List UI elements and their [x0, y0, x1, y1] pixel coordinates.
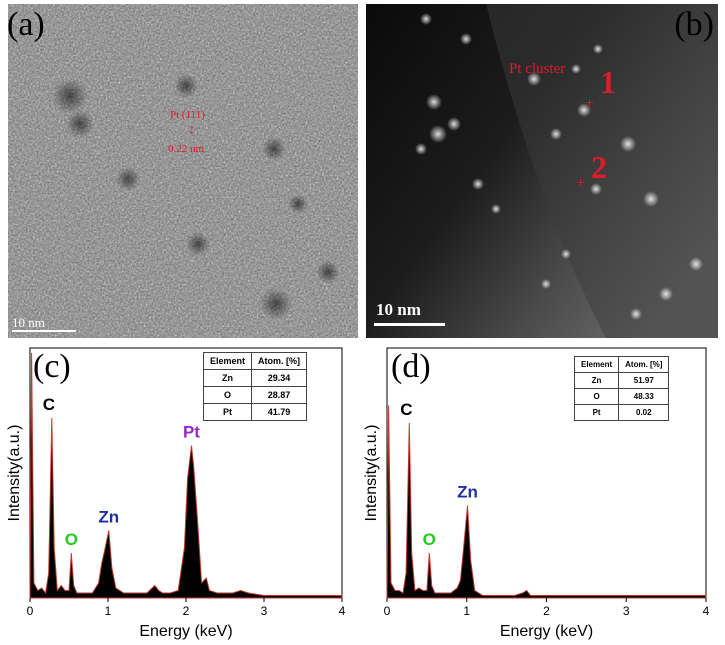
x-tick-label: 3 — [261, 604, 268, 618]
y-axis-title: Intensity(a.u.) — [6, 425, 23, 522]
table-cell: 51.97 — [618, 372, 670, 389]
table-cell: 28.87 — [251, 386, 308, 404]
table-cell: Pt — [202, 403, 253, 421]
panel-label-b: (b) — [674, 6, 714, 43]
x-tick-label: 2 — [543, 604, 550, 618]
table-header: Element — [573, 356, 620, 373]
point-2-label: 2 — [591, 149, 607, 185]
spectrum-series — [29, 352, 343, 599]
table-cell: O — [202, 386, 253, 404]
table-cell: Zn — [573, 372, 620, 389]
lattice-spacing: 0.22 nm — [168, 143, 205, 155]
table-header: Atom. [%] — [618, 356, 670, 373]
eds-chart-c: 0 1 2 3 4 Energy (keV) Intensity(a.u.) C O Zn Pt (… — [0, 340, 362, 645]
cluster-label: Pt cluster — [509, 61, 566, 77]
table-header: Element — [202, 352, 253, 370]
lattice-marker-icon: ↕ — [189, 122, 195, 136]
table-row: O 28.87 — [202, 386, 308, 404]
peak-label-zn: Zn — [98, 508, 119, 527]
x-tick-label: 4 — [703, 604, 710, 618]
panel-label-a: (a) — [8, 6, 45, 43]
panel-label-d: (d) — [391, 348, 431, 385]
table-cell: 48.33 — [618, 388, 670, 405]
lattice-label: Pt (111) — [170, 109, 205, 121]
tem-image-a: (a) Pt (111) ↕ 0.22 nm 10 nm — [8, 4, 358, 338]
x-tick-label: 3 — [623, 604, 630, 618]
table-row: O 48.33 — [573, 388, 670, 405]
scalebar-label-a: 10 nm — [12, 315, 45, 330]
table-cell: 29.34 — [251, 369, 308, 387]
x-axis-title: Energy (keV) — [500, 623, 593, 640]
peak-label-zn: Zn — [457, 483, 478, 502]
stem-texture-b — [366, 4, 718, 338]
table-header: Atom. [%] — [251, 352, 308, 370]
panel-label-c: (c) — [33, 348, 71, 385]
eds-chart-d: 0 1 2 3 4 Energy (keV) Intensity(a.u.) C O Zn (d)… — [362, 340, 725, 645]
y-axis-title: Intensity(a.u.) — [363, 425, 380, 522]
x-tick-label: 0 — [384, 604, 391, 618]
x-tick-label: 1 — [463, 604, 470, 618]
peak-label-c: C — [43, 395, 55, 414]
peak-label-c: C — [400, 400, 412, 419]
x-tick-label: 1 — [105, 604, 112, 618]
point-1-marker-icon: + — [585, 95, 595, 112]
x-tick-label: 2 — [183, 604, 190, 618]
table-cell: Zn — [202, 369, 253, 387]
pt-clusters — [415, 13, 703, 320]
x-tick-label: 0 — [27, 604, 34, 618]
point-1-label: 1 — [600, 64, 616, 100]
table-cell: 41.79 — [251, 403, 308, 421]
point-2-marker-icon: + — [576, 175, 586, 192]
composition-table-d: Element Atom. [%] Zn 51.97 O 48.33 Pt 0.… — [573, 356, 670, 421]
peak-label-o: O — [65, 530, 78, 549]
scalebar-label-b: 10 nm — [376, 300, 421, 319]
table-header-row: Element Atom. [%] — [202, 352, 308, 370]
scalebar-a — [12, 330, 76, 332]
scalebar-b — [374, 323, 445, 326]
table-row: Zn 29.34 — [202, 369, 308, 387]
table-row: Pt 41.79 — [202, 403, 308, 421]
peak-label-pt: Pt — [183, 423, 200, 442]
x-axis-title: Energy (keV) — [139, 623, 232, 640]
spectrum-series — [386, 405, 707, 599]
table-cell: 0.02 — [618, 404, 670, 421]
table-row: Pt 0.02 — [573, 404, 670, 421]
table-row: Zn 51.97 — [573, 372, 670, 389]
table-cell: O — [573, 388, 620, 405]
table-header-row: Element Atom. [%] — [573, 356, 670, 373]
x-tick-label: 4 — [339, 604, 346, 618]
tem-texture-a — [8, 4, 358, 338]
stem-image-b: (b) Pt cluster 1 + 2 + 10 nm — [366, 4, 718, 338]
peak-label-o: O — [423, 530, 436, 549]
composition-table-c: Element Atom. [%] Zn 29.34 O 28.87 Pt 41… — [202, 352, 308, 421]
table-cell: Pt — [573, 404, 620, 421]
